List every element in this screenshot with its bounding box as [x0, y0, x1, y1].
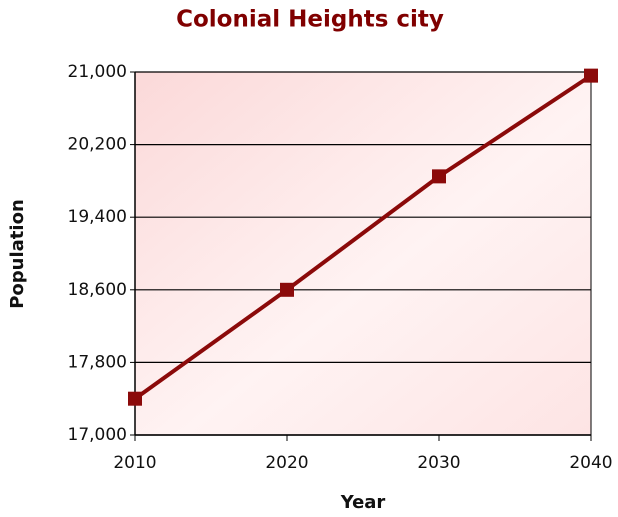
plot-area	[135, 72, 591, 435]
y-tick-label: 17,800	[68, 352, 127, 372]
x-tick-label: 2030	[417, 453, 460, 473]
point-marker	[584, 68, 598, 83]
point-marker	[432, 169, 446, 184]
series-line	[133, 73, 593, 401]
x-axis-title: Year	[340, 492, 386, 513]
y-tick-label: 20,200	[68, 135, 127, 155]
y-tick-label: 17,000	[68, 425, 127, 445]
x-tick-label: 2020	[265, 453, 308, 473]
y-tick-label: 18,600	[68, 280, 127, 300]
y-tick-label: 19,400	[68, 207, 127, 227]
point-marker	[128, 391, 142, 406]
point-marker	[280, 282, 294, 297]
y-tick-label: 21,000	[68, 62, 127, 82]
x-tick-label: 2040	[569, 453, 612, 473]
x-tick-label: 2010	[113, 453, 156, 473]
chart-title: Colonial Heights city	[176, 7, 444, 33]
y-axis-title: Population	[7, 199, 28, 309]
